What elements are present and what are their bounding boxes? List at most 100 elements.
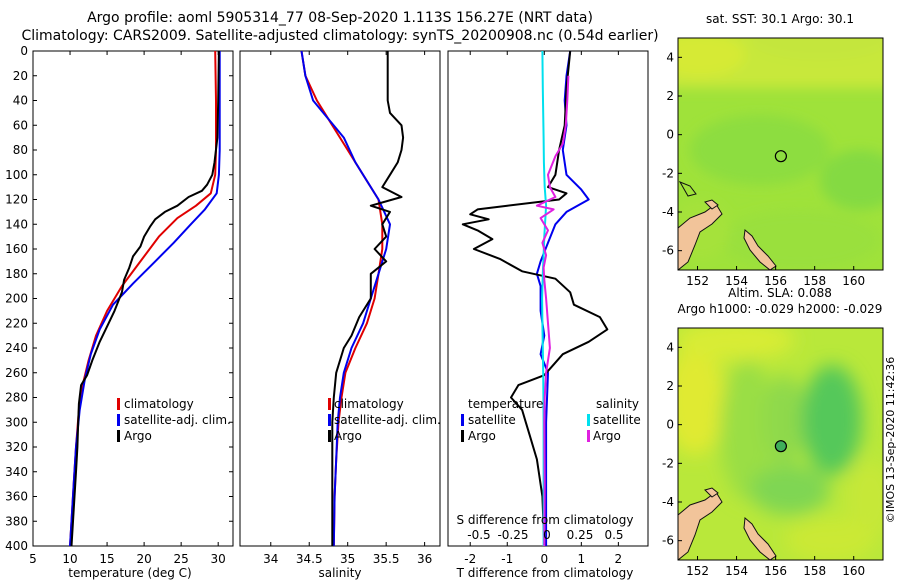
s-tick-label: -0.5 bbox=[467, 528, 490, 542]
legend-swatch-t-argo bbox=[461, 430, 464, 442]
temperature-lines bbox=[69, 51, 221, 546]
sla-high-blob bbox=[678, 345, 725, 455]
x-tick-label: -1 bbox=[501, 552, 513, 566]
sla-profile-marker bbox=[774, 440, 787, 453]
map-x-tick-label: 152 bbox=[686, 564, 709, 578]
map-y-tick-label: -6 bbox=[662, 244, 674, 258]
x-tick-label: 2 bbox=[615, 552, 623, 566]
difference-panel: -2 -1 0 1 2 S difference from climatology -0… bbox=[447, 50, 649, 580]
sst-map-ticks: 152 154 156 158 160 4 2 0 -2 -4 -6 bbox=[662, 50, 865, 288]
map-y-tick-label: 0 bbox=[666, 418, 674, 432]
s-tick-label: -0.25 bbox=[497, 528, 528, 542]
legend-label-satellite-adj: satellite-adj. clim. bbox=[334, 413, 441, 427]
map-x-tick-label: 156 bbox=[764, 274, 787, 288]
x-tick-label: 1 bbox=[578, 552, 586, 566]
series-line-argo bbox=[331, 51, 405, 546]
depth-tick-label: 20 bbox=[13, 69, 28, 83]
legend-swatch-s-argo bbox=[587, 430, 590, 442]
sla-map-title-line-2: Argo h1000: -0.029 h2000: -0.029 bbox=[678, 302, 883, 316]
credit-text: ©IMOS 13-Sep-2020 11:42:36 bbox=[884, 357, 897, 523]
map-y-tick-label: 0 bbox=[666, 128, 674, 142]
map-y-tick-label: 2 bbox=[666, 89, 674, 103]
x-tick-label: 35.5 bbox=[373, 552, 400, 566]
sla-high-blob bbox=[845, 460, 883, 540]
difference-lines bbox=[461, 51, 609, 546]
series-line-satellite-adj-clim- bbox=[300, 51, 391, 546]
depth-tick-label: 200 bbox=[5, 292, 28, 306]
legend-title-temperature: temperature bbox=[468, 397, 543, 411]
salinity-x-ticks: 34 34.5 35 35.5 36 bbox=[263, 51, 432, 566]
map-x-tick-label: 160 bbox=[842, 274, 865, 288]
depth-tick-label: 100 bbox=[5, 168, 28, 182]
salinity-legend: climatology satellite-adj. clim. Argo bbox=[328, 397, 441, 443]
sla-map-title-line-1: Altim. SLA: 0.088 bbox=[728, 286, 832, 300]
s-tick-label: 0 bbox=[543, 528, 551, 542]
depth-tick-label: 360 bbox=[5, 490, 28, 504]
sst-land-island bbox=[743, 229, 777, 270]
map-x-tick-label: 160 bbox=[842, 564, 865, 578]
map-y-tick-label: -2 bbox=[662, 166, 674, 180]
map-y-tick-label: 4 bbox=[666, 50, 674, 64]
legend-swatch-argo bbox=[117, 430, 120, 442]
depth-tick-label: 80 bbox=[13, 143, 28, 157]
legend-swatch-climatology bbox=[328, 398, 331, 410]
t-difference-x-ticks: -2 -1 0 1 2 bbox=[464, 51, 622, 566]
temperature-legend: climatology satellite-adj. clim. Argo bbox=[117, 397, 231, 443]
x-tick-label: 5 bbox=[29, 552, 37, 566]
sst-map-frame bbox=[677, 37, 884, 271]
series-line-s-argo bbox=[535, 75, 570, 546]
legend-swatch-satellite-adj bbox=[117, 414, 120, 426]
difference-axes-frame bbox=[447, 50, 649, 547]
x-tick-label: 25 bbox=[174, 552, 189, 566]
sla-low-blob bbox=[763, 375, 807, 465]
depth-tick-label: 340 bbox=[5, 465, 28, 479]
depth-tick-label: 180 bbox=[5, 267, 28, 281]
x-tick-label: 36 bbox=[417, 552, 432, 566]
depth-tick-label: 160 bbox=[5, 242, 28, 256]
sst-map-title: sat. SST: 30.1 Argo: 30.1 bbox=[706, 12, 854, 26]
t-difference-xlabel: T difference from climatology bbox=[456, 566, 634, 580]
title-line-2: Climatology: CARS2009. Satellite-adjuste… bbox=[21, 28, 658, 44]
map-x-tick-label: 152 bbox=[686, 274, 709, 288]
depth-tick-label: 380 bbox=[5, 514, 28, 528]
temperature-xlabel: temperature (deg C) bbox=[68, 566, 191, 580]
temperature-axes-frame bbox=[32, 50, 234, 547]
sst-warm-blob bbox=[678, 38, 745, 77]
legend-label-t-argo: Argo bbox=[468, 429, 496, 443]
depth-tick-label: 320 bbox=[5, 440, 28, 454]
legend-label-s-argo: Argo bbox=[593, 429, 621, 443]
legend-label-satellite-adj: satellite-adj. clim. bbox=[124, 413, 231, 427]
depth-tick-label: 280 bbox=[5, 391, 28, 405]
salinity-lines bbox=[300, 51, 405, 546]
legend-label-t-satellite: satellite bbox=[468, 413, 516, 427]
map-y-tick-label: -6 bbox=[662, 534, 674, 548]
map-y-tick-label: -2 bbox=[662, 456, 674, 470]
sst-cool-blob bbox=[820, 150, 883, 210]
sst-land-islet bbox=[704, 199, 719, 210]
sla-high-blob bbox=[785, 518, 875, 560]
salinity-panel: 34 34.5 35 35.5 36 salinity climatology sate… bbox=[239, 50, 441, 580]
series-line-argo bbox=[70, 51, 220, 546]
depth-tick-label: 40 bbox=[13, 94, 28, 108]
legend-title-salinity: salinity bbox=[596, 397, 639, 411]
sla-map-ticks: 152 154 156 158 160 4 2 0 -2 -4 -6 bbox=[662, 340, 865, 578]
sst-cool-blob bbox=[690, 115, 830, 185]
salinity-axes-frame bbox=[239, 50, 441, 547]
map-y-tick-label: -4 bbox=[662, 495, 674, 509]
x-tick-label: -2 bbox=[464, 552, 476, 566]
sst-coastline bbox=[678, 181, 697, 197]
sst-map-panel: sat. SST: 30.1 Argo: 30.1 152 154 156 158 16… bbox=[662, 12, 884, 288]
depth-tick-label: 220 bbox=[5, 316, 28, 330]
title-line-1: Argo profile: aoml 5905314_77 08-Sep-202… bbox=[87, 10, 593, 26]
sla-map-frame bbox=[677, 327, 884, 561]
temperature-panel: 0204060801001201401601802002202402602803… bbox=[5, 44, 648, 580]
legend-swatch-s-satellite bbox=[587, 414, 590, 426]
depth-tick-label: 300 bbox=[5, 415, 28, 429]
s-tick-label: 0.5 bbox=[604, 528, 623, 542]
map-x-tick-label: 158 bbox=[803, 274, 826, 288]
x-tick-label: 35 bbox=[340, 552, 355, 566]
sla-map-field bbox=[678, 328, 883, 560]
sla-land-islet bbox=[704, 487, 719, 498]
sla-land-island bbox=[743, 516, 777, 560]
